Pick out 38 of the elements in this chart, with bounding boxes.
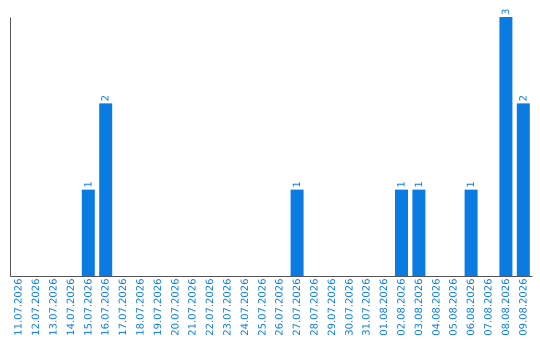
data-label: 1 bbox=[414, 181, 425, 188]
x-tick-label: 22.07.2026 bbox=[205, 278, 216, 336]
data-label: 2 bbox=[100, 94, 112, 102]
x-tick-label: 17.07.2026 bbox=[118, 278, 130, 336]
x-tick-label: 21.07.2026 bbox=[188, 278, 199, 336]
x-tick-label: 13.07.2026 bbox=[48, 278, 60, 336]
x-tick-label: 23.07.2026 bbox=[222, 278, 234, 336]
x-tick-label: 26.07.2026 bbox=[274, 278, 286, 336]
x-tick-label: 14.07.2026 bbox=[66, 278, 77, 336]
x-tick-label: 12.07.2026 bbox=[31, 278, 42, 336]
data-label: 2 bbox=[518, 94, 530, 102]
x-tick-label: 04.08.2026 bbox=[431, 278, 442, 336]
x-tick-label: 28.07.2026 bbox=[310, 278, 320, 336]
x-tick-label: 18.07.2026 bbox=[136, 278, 146, 336]
x-tick-label: 31.07.2026 bbox=[362, 278, 373, 336]
x-tick-label: 25.07.2026 bbox=[257, 278, 268, 336]
x-tick-label: 20.07.2026 bbox=[170, 278, 182, 336]
x-tick-label: 09.08.2026 bbox=[518, 278, 530, 336]
x-tick-label: 05.08.2026 bbox=[448, 278, 460, 336]
data-label: 1 bbox=[292, 181, 304, 188]
data-label: 1 bbox=[83, 181, 94, 188]
x-tick-label: 19.07.2026 bbox=[152, 278, 164, 336]
x-tick-label: 11.07.2026 bbox=[14, 278, 25, 336]
x-tick-label: 27.07.2026 bbox=[292, 278, 304, 336]
x-tick-label: 02.08.2026 bbox=[396, 278, 408, 336]
data-label: 3 bbox=[500, 8, 512, 15]
data-label: 1 bbox=[396, 181, 408, 188]
x-tick-label: 01.08.2026 bbox=[379, 278, 390, 336]
x-tick-label: 08.08.2026 bbox=[500, 278, 512, 336]
x-tick-label: 16.07.2026 bbox=[100, 278, 112, 336]
x-tick-label: 24.07.2026 bbox=[240, 278, 251, 336]
x-tick-label: 06.08.2026 bbox=[466, 278, 478, 336]
x-tick-label: 29.07.2026 bbox=[326, 278, 338, 336]
x-tick-label: 30.07.2026 bbox=[344, 278, 356, 336]
data-label: 1 bbox=[466, 181, 478, 188]
x-tick-label: 03.08.2026 bbox=[414, 278, 425, 336]
x-tick-label: 15.07.2026 bbox=[83, 278, 94, 336]
x-tick-label: 07.08.2026 bbox=[484, 278, 494, 336]
